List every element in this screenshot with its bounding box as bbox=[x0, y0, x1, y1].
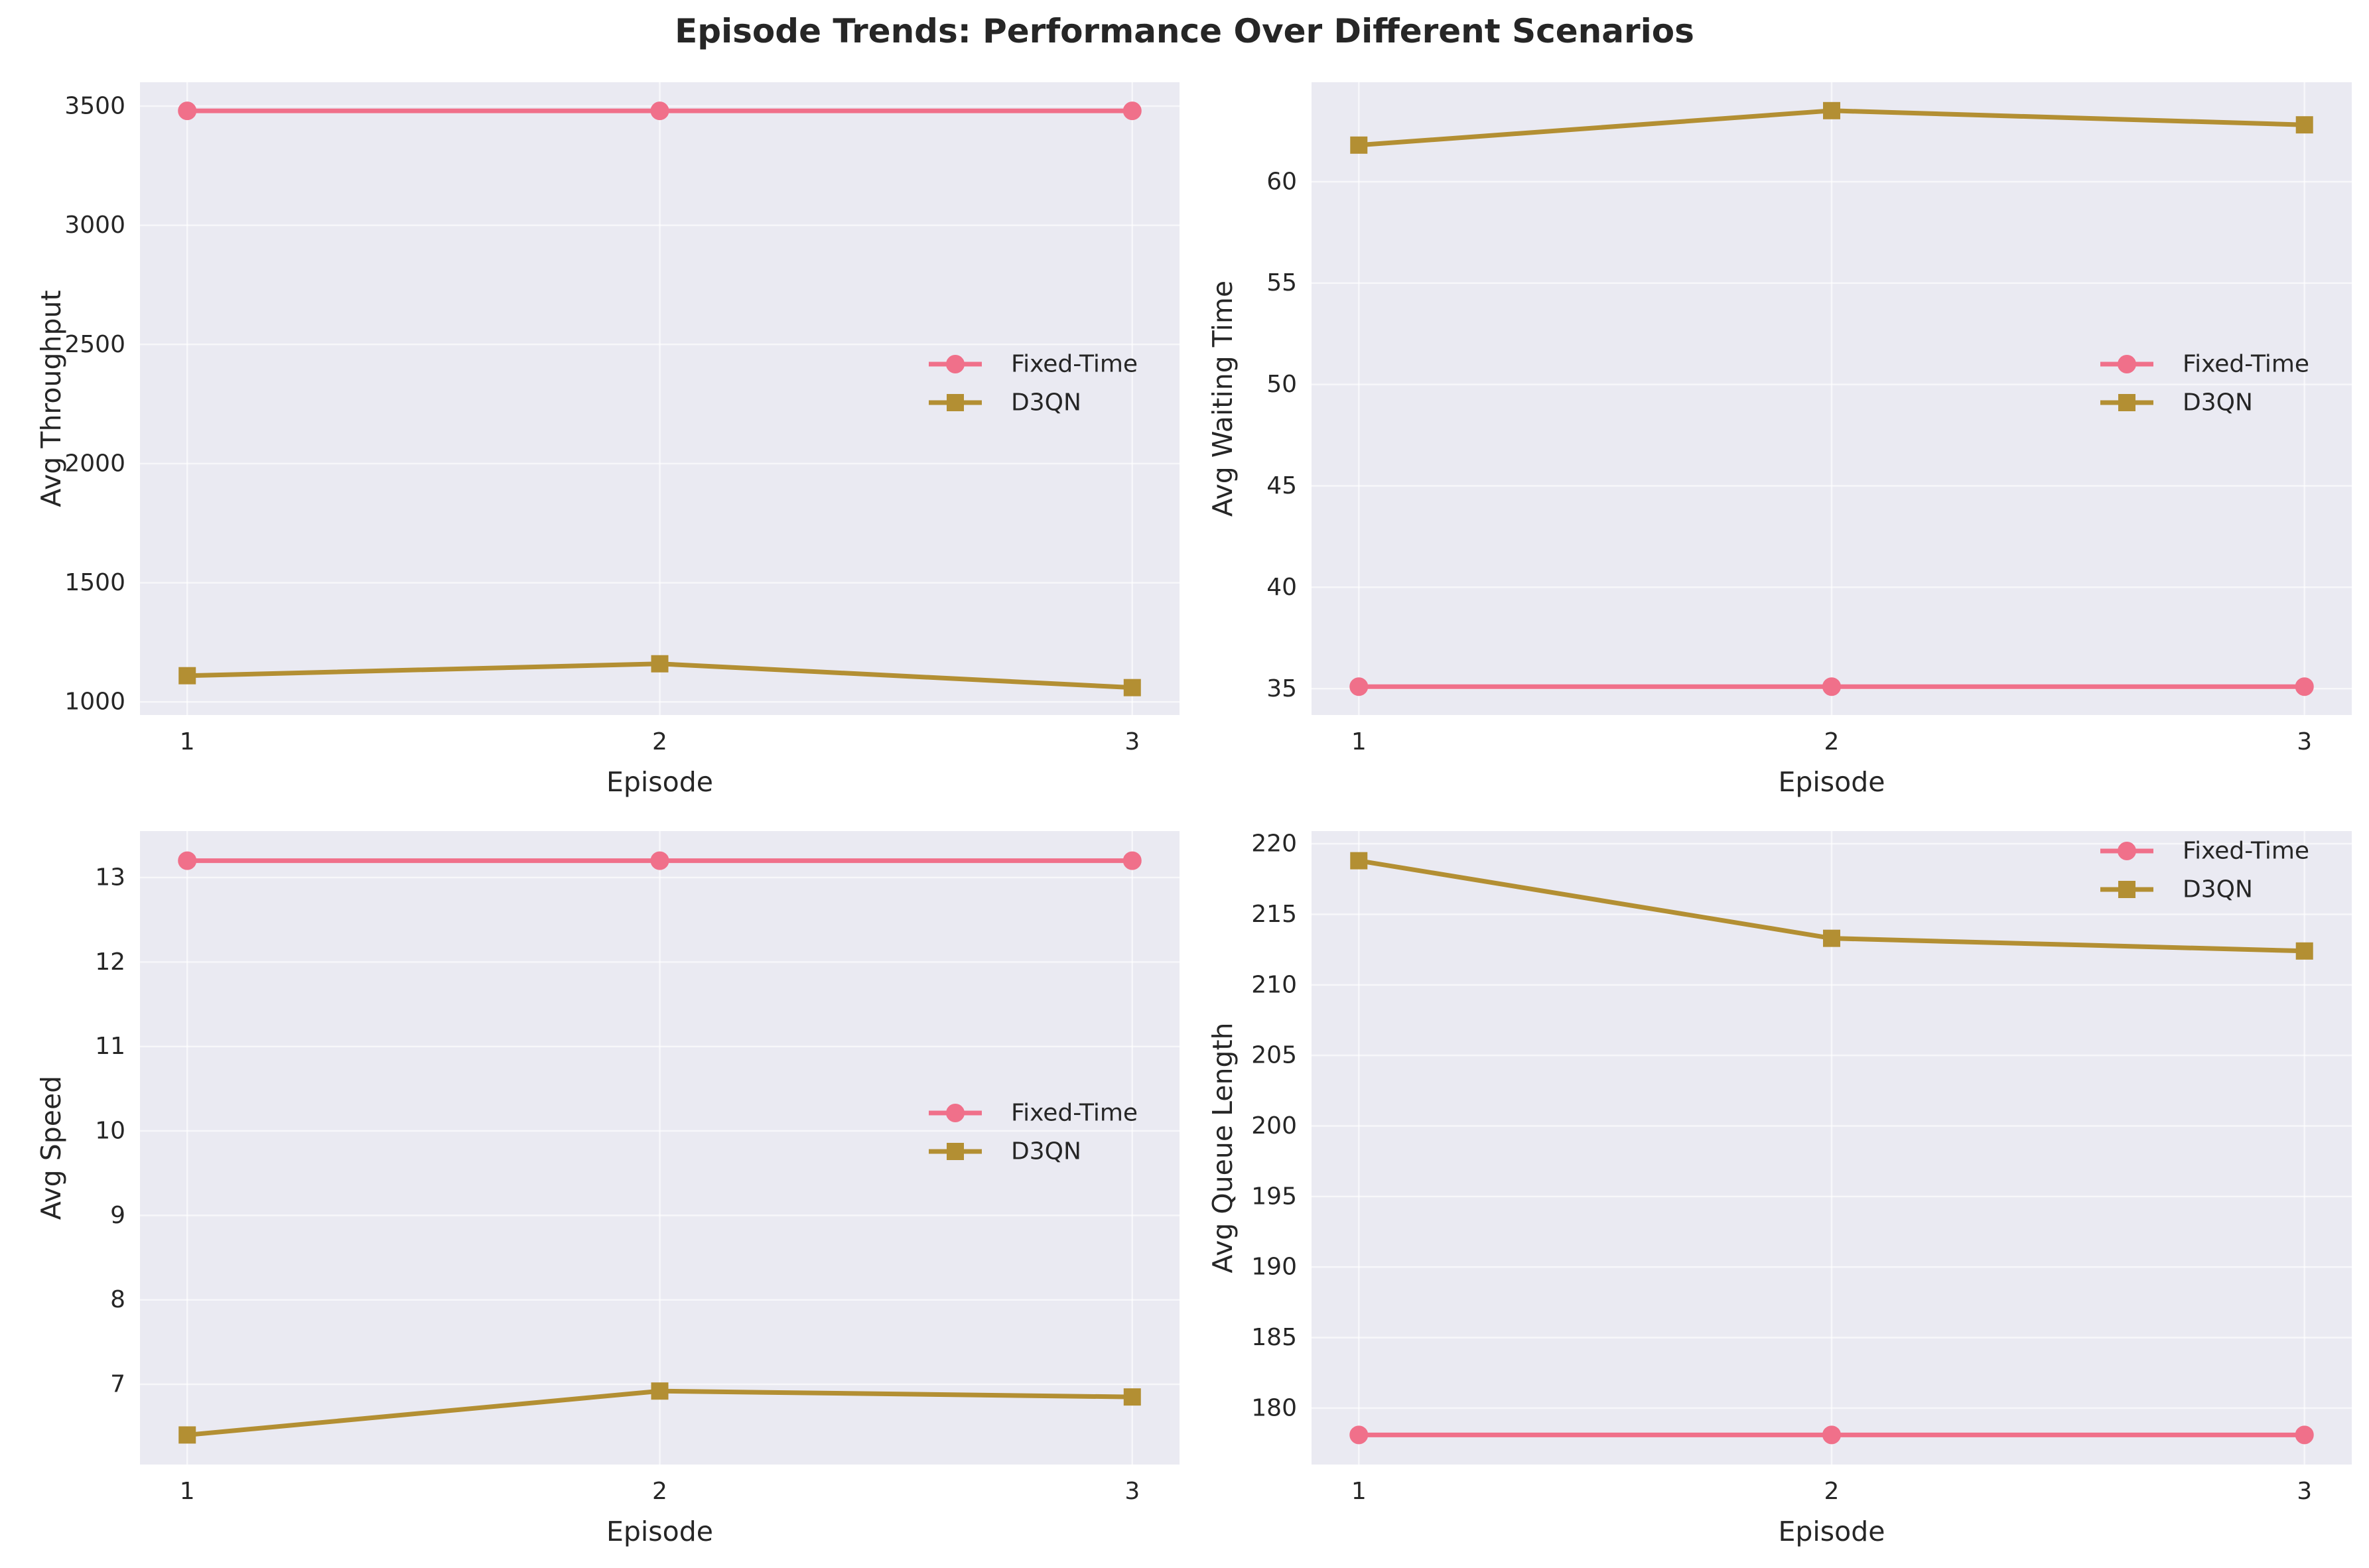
x-tick-label: 3 bbox=[2297, 728, 2312, 755]
y-tick-label: 3500 bbox=[64, 92, 125, 119]
y-tick-label: 190 bbox=[1251, 1254, 1297, 1281]
y-axis-label: Avg Queue Length bbox=[1207, 1022, 1239, 1273]
legend: Fixed-Time D3QN bbox=[929, 351, 1138, 417]
chart-panel-2: 35 40 45 50 55 60 1 2 3 Episode Avg Waiting Time Fi… bbox=[1207, 82, 2352, 798]
data-point bbox=[1122, 851, 1142, 870]
y-tick-label: 10 bbox=[95, 1118, 125, 1145]
x-tick-label: 2 bbox=[1824, 1478, 1840, 1505]
x-axis-label: Episode bbox=[1778, 1516, 1885, 1547]
y-tick-label: 35 bbox=[1266, 675, 1297, 702]
legend: Fixed-Time D3QN bbox=[929, 1100, 1138, 1165]
y-tick-label: 13 bbox=[95, 864, 125, 891]
data-point bbox=[178, 851, 197, 870]
chart-panel-4: 180 185 190 195 200 205 210 215 220 1 2 3 Episode Avg… bbox=[1207, 830, 2352, 1547]
y-tick-label: 60 bbox=[1266, 168, 1297, 195]
legend-marker bbox=[2118, 394, 2135, 411]
y-tick-label: 215 bbox=[1251, 901, 1297, 928]
y-tick-label: 3000 bbox=[64, 212, 125, 239]
y-tick-label: 210 bbox=[1251, 971, 1297, 998]
legend: Fixed-Time D3QN bbox=[2100, 351, 2309, 417]
legend-marker bbox=[2118, 842, 2136, 860]
chart-panel-1: 1000 1500 2000 2500 3000 3500 1 2 3 Episode Avg Th… bbox=[35, 82, 1180, 798]
x-tick-label: 1 bbox=[1351, 1478, 1367, 1505]
data-point bbox=[2295, 677, 2314, 696]
x-tick-label: 3 bbox=[1124, 728, 1140, 755]
data-point bbox=[1349, 677, 1369, 696]
data-point bbox=[1350, 136, 1368, 154]
legend-label: Fixed-Time bbox=[1011, 1100, 1138, 1127]
y-tick-label: 7 bbox=[110, 1371, 125, 1398]
y-tick-label: 2000 bbox=[64, 450, 125, 477]
y-axis-label: Avg Speed bbox=[35, 1076, 67, 1220]
y-tick-label: 50 bbox=[1266, 371, 1297, 398]
x-axis-label: Episode bbox=[606, 766, 713, 798]
data-point bbox=[1823, 929, 1840, 947]
x-tick-label: 1 bbox=[180, 728, 195, 755]
x-axis-label: Episode bbox=[606, 1516, 713, 1547]
x-tick-label: 2 bbox=[652, 728, 667, 755]
data-point bbox=[2295, 942, 2313, 960]
y-tick-label: 11 bbox=[95, 1033, 125, 1060]
legend-label: D3QN bbox=[1011, 389, 1081, 417]
x-tick-label: 2 bbox=[652, 1478, 667, 1505]
x-axis-label: Episode bbox=[1778, 766, 1885, 798]
legend-marker bbox=[2118, 355, 2136, 373]
x-tick-label: 2 bbox=[1824, 728, 1840, 755]
y-tick-label: 195 bbox=[1251, 1183, 1297, 1210]
y-axis-label: Avg Throughput bbox=[35, 290, 67, 507]
data-point bbox=[650, 851, 669, 870]
data-point bbox=[1823, 101, 1840, 119]
y-tick-label: 45 bbox=[1266, 472, 1297, 499]
data-point bbox=[650, 101, 669, 121]
legend-label: D3QN bbox=[2183, 389, 2253, 417]
data-point bbox=[1822, 1425, 1841, 1445]
legend-label: Fixed-Time bbox=[2183, 351, 2309, 378]
y-tick-label: 55 bbox=[1266, 269, 1297, 296]
legend-marker bbox=[946, 355, 965, 373]
legend-label: D3QN bbox=[2183, 876, 2253, 903]
data-point bbox=[1123, 679, 1141, 696]
y-tick-label: 205 bbox=[1251, 1042, 1297, 1069]
x-tick-label: 1 bbox=[1351, 728, 1367, 755]
y-tick-label: 12 bbox=[95, 948, 125, 976]
y-tick-label: 9 bbox=[110, 1202, 125, 1229]
legend-label: Fixed-Time bbox=[1011, 351, 1138, 378]
x-tick-label: 3 bbox=[2297, 1478, 2312, 1505]
data-point bbox=[178, 101, 197, 121]
figure-title: Episode Trends: Performance Over Differe… bbox=[675, 12, 1694, 50]
y-tick-label: 200 bbox=[1251, 1112, 1297, 1140]
data-point bbox=[2295, 116, 2313, 134]
data-point bbox=[1123, 1388, 1141, 1406]
y-axis-label: Avg Waiting Time bbox=[1207, 281, 1239, 517]
y-tick-label: 8 bbox=[110, 1286, 125, 1313]
legend-label: D3QN bbox=[1011, 1138, 1081, 1165]
data-point bbox=[1350, 852, 1368, 870]
legend-marker bbox=[2118, 881, 2135, 898]
data-point bbox=[1122, 101, 1142, 121]
legend-marker bbox=[947, 1143, 964, 1160]
legend: Fixed-Time D3QN bbox=[2100, 838, 2309, 903]
data-point bbox=[651, 1382, 669, 1400]
y-tick-label: 40 bbox=[1266, 574, 1297, 601]
data-point bbox=[2295, 1425, 2314, 1445]
data-point bbox=[651, 655, 669, 673]
data-point bbox=[178, 1426, 196, 1444]
y-tick-label: 2500 bbox=[64, 331, 125, 358]
y-tick-label: 1000 bbox=[64, 688, 125, 716]
data-point bbox=[178, 667, 196, 685]
y-tick-label: 1500 bbox=[64, 569, 125, 596]
data-point bbox=[1822, 677, 1841, 696]
x-tick-label: 3 bbox=[1124, 1478, 1140, 1505]
x-tick-label: 1 bbox=[180, 1478, 195, 1505]
y-tick-label: 180 bbox=[1251, 1394, 1297, 1421]
data-point bbox=[1349, 1425, 1369, 1445]
y-tick-label: 185 bbox=[1251, 1324, 1297, 1351]
legend-marker bbox=[946, 1104, 965, 1122]
legend-label: Fixed-Time bbox=[2183, 838, 2309, 865]
y-tick-label: 220 bbox=[1251, 830, 1297, 858]
legend-marker bbox=[947, 394, 964, 411]
